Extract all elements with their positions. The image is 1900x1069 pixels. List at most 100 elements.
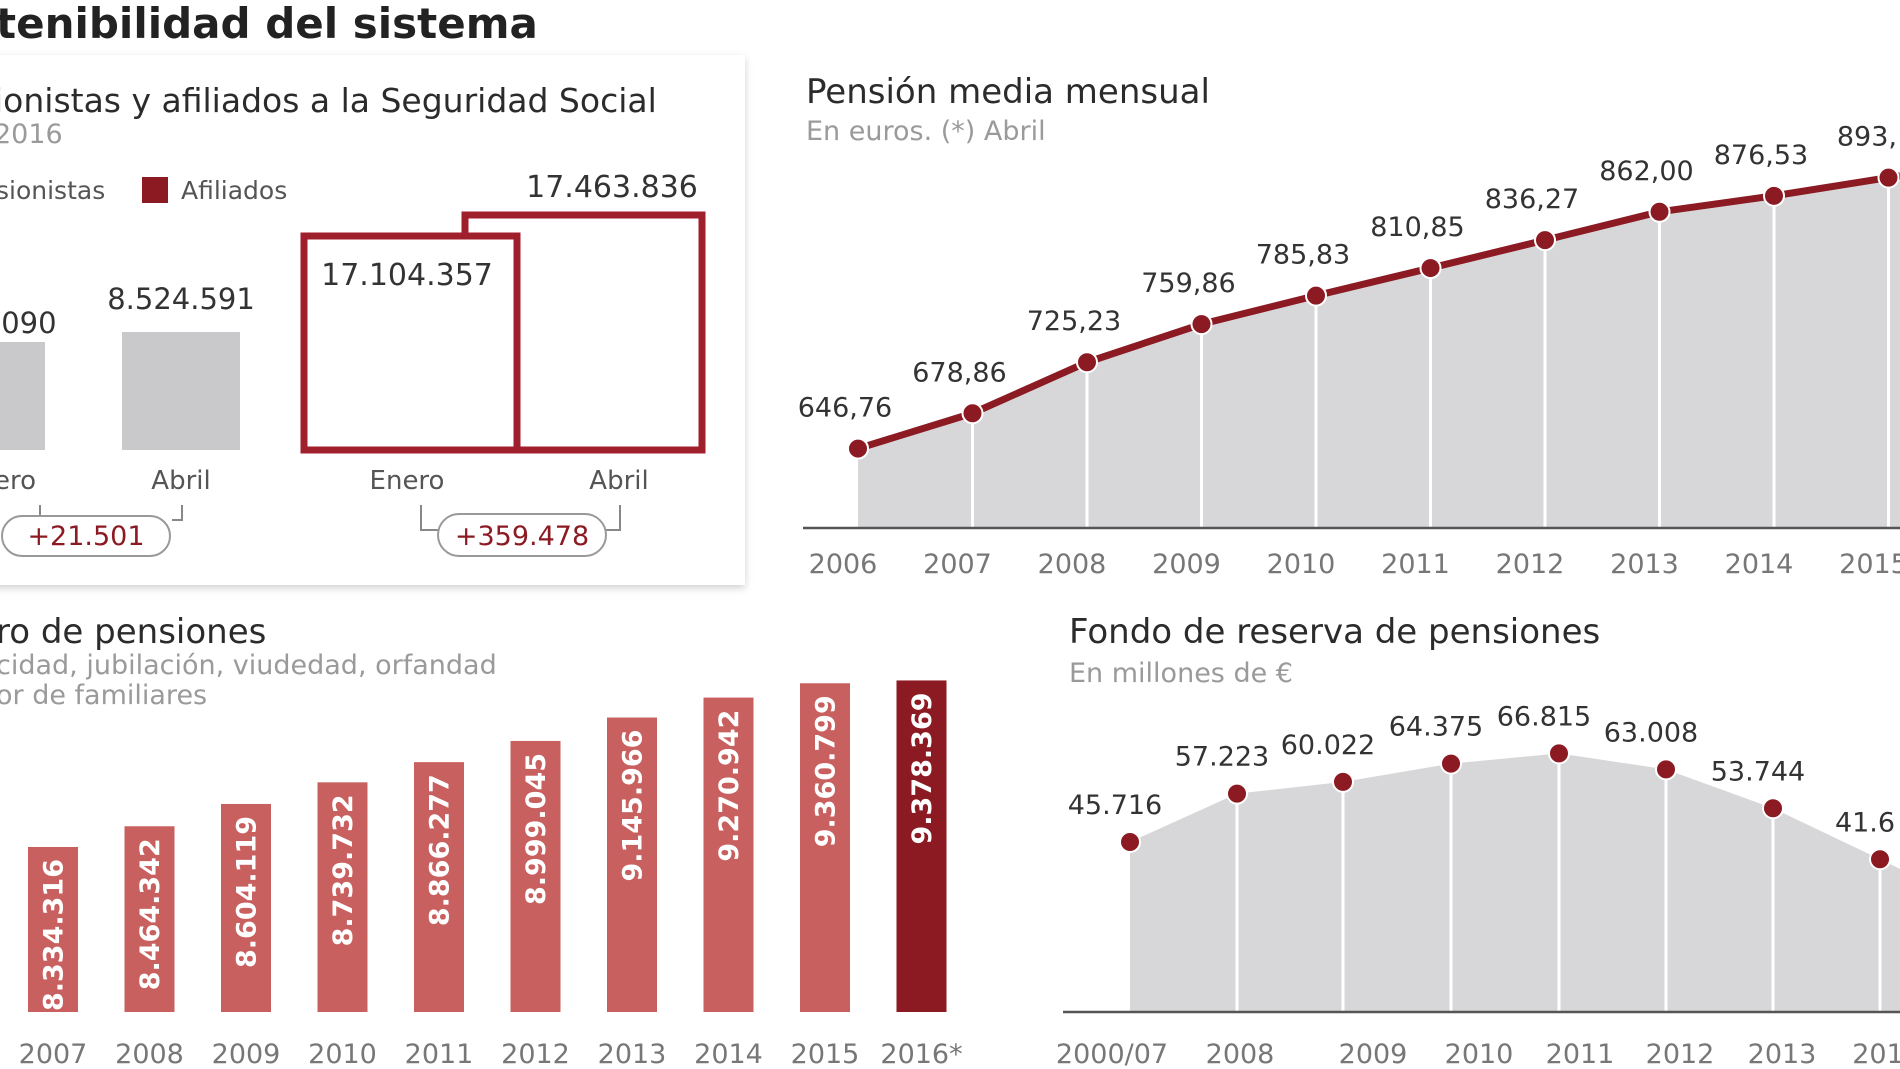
x-tick-label: 2010 bbox=[1267, 549, 1336, 580]
data-label: 810,85 bbox=[1370, 212, 1464, 243]
data-label: 57.223 bbox=[1175, 742, 1269, 773]
area-chart-fondo-reserva: 45.716 2000/07 57.223 2008 60.022 2009 64.375 2… bbox=[1056, 701, 1900, 1069]
x-tick-label: 2011 bbox=[1381, 549, 1450, 580]
bar-chart-numero-pensiones: 8.334.316 2007 8.464.342 2008 8.604.119 2009 8… bbox=[19, 680, 963, 1069]
bar-value-label: 9.360.799 bbox=[810, 695, 841, 847]
chart-title: Pensión media mensual bbox=[806, 72, 1210, 112]
x-tick-label: 2008 bbox=[115, 1039, 184, 1069]
data-point bbox=[1119, 830, 1141, 853]
bar bbox=[510, 740, 561, 1012]
x-tick-label: 2014 bbox=[694, 1039, 763, 1069]
bar bbox=[896, 680, 947, 1012]
legend-label-pensionistas: sionistas bbox=[0, 176, 105, 205]
data-label: 41.6 bbox=[1835, 807, 1895, 838]
x-tick-label: 2008 bbox=[1206, 1039, 1275, 1069]
axis-label-afiliados-enero: Enero bbox=[370, 466, 445, 496]
data-label: 66.815 bbox=[1497, 701, 1591, 732]
x-tick-label: 2012 bbox=[1496, 549, 1565, 580]
panel-fondo-reserva: Fondo de reserva de pensiones En millone… bbox=[1056, 612, 1900, 1069]
data-point bbox=[1419, 257, 1442, 280]
data-point bbox=[1762, 797, 1784, 820]
chart-title: ro de pensiones bbox=[0, 612, 266, 652]
panel-pension-media: Pensión media mensual En euros. (*) Abri… bbox=[798, 72, 1900, 580]
x-tick-label: 2010 bbox=[308, 1039, 377, 1069]
x-tick-label: 2014 bbox=[1725, 549, 1794, 580]
data-label: 785,83 bbox=[1256, 240, 1350, 271]
data-point bbox=[1332, 770, 1354, 793]
chart-subtitle-line-1: cidad, jubilación, viudedad, orfandad bbox=[0, 650, 497, 681]
area-fill bbox=[1130, 753, 1900, 1012]
data-point bbox=[847, 437, 869, 460]
diff-pill-afiliados bbox=[437, 513, 607, 557]
bar-value-label: 8.464.342 bbox=[135, 838, 166, 990]
x-tick-label: 2013 bbox=[1610, 549, 1679, 580]
value-label-pensionistas-enero: .090 bbox=[0, 306, 57, 340]
data-point bbox=[1877, 166, 1900, 189]
bar-value-label: 9.145.966 bbox=[617, 730, 648, 882]
x-tick-label: 2013 bbox=[1748, 1039, 1817, 1069]
data-label: 53.744 bbox=[1711, 756, 1805, 787]
data-point bbox=[1305, 284, 1327, 307]
x-tick-label: 2010 bbox=[1445, 1039, 1514, 1069]
diff-label-pensionistas: +21.501 bbox=[27, 521, 144, 552]
x-tick-label: 2000/07 bbox=[1056, 1039, 1168, 1069]
box-afiliados-enero bbox=[300, 232, 521, 454]
data-label: 64.375 bbox=[1389, 712, 1483, 743]
data-point bbox=[1534, 229, 1556, 252]
bar-value-label: 9.378.369 bbox=[907, 692, 938, 844]
axis-label-pensionistas-abril: Abril bbox=[151, 466, 210, 496]
data-point bbox=[1076, 351, 1098, 374]
diff-label-afiliados: +359.478 bbox=[455, 521, 589, 552]
bar-value-label: 9.270.942 bbox=[714, 710, 745, 862]
legend-label-afiliados: Afiliados bbox=[181, 176, 287, 205]
data-point bbox=[1548, 742, 1570, 765]
x-tick-label: 2009 bbox=[1339, 1039, 1408, 1069]
diff-pill-pensionistas bbox=[1, 515, 171, 557]
data-point bbox=[1763, 184, 1785, 207]
chart-title: ionistas y afiliados a la Seguridad Soci… bbox=[0, 81, 657, 120]
bar bbox=[414, 762, 464, 1012]
bar bbox=[317, 782, 368, 1012]
data-label: 60.022 bbox=[1281, 730, 1375, 761]
bar-value-label: 8.866.277 bbox=[424, 774, 455, 926]
value-label-pensionistas-abril: 8.524.591 bbox=[107, 282, 255, 316]
data-label: 862,00 bbox=[1599, 156, 1693, 187]
x-tick-label: 2015 bbox=[791, 1039, 860, 1069]
bracket-afiliados bbox=[420, 505, 621, 531]
value-label-afiliados-abril: 17.463.836 bbox=[526, 170, 698, 205]
data-label: 678,86 bbox=[912, 357, 1006, 388]
chart-subtitle: 2016 bbox=[0, 119, 63, 150]
bar bbox=[124, 826, 175, 1012]
x-tick-label: 2012 bbox=[501, 1039, 570, 1069]
data-point bbox=[1226, 782, 1248, 805]
bar-value-label: 8.604.119 bbox=[231, 816, 262, 968]
bar bbox=[800, 683, 850, 1012]
chart-subtitle-line-2: or de familiares bbox=[0, 680, 207, 711]
axis-label-afiliados-abril: Abril bbox=[589, 466, 648, 496]
chart-subtitle: En millones de € bbox=[1069, 658, 1293, 689]
data-point bbox=[1655, 758, 1677, 781]
bar-pensionistas-abril bbox=[122, 332, 240, 450]
bar-value-label: 8.739.732 bbox=[328, 794, 359, 946]
area-chart-pension-media: 646,76 2006 678,86 2007 725,23 2008 759,86 2009… bbox=[798, 122, 1900, 580]
x-tick-label: 2009 bbox=[212, 1039, 281, 1069]
bar bbox=[703, 697, 754, 1012]
bar-pensionistas-enero bbox=[0, 342, 45, 450]
data-point bbox=[1869, 848, 1891, 871]
panel-numero-pensiones: ro de pensiones cidad, jubilación, viude… bbox=[0, 612, 963, 1069]
x-tick-label: 2007 bbox=[923, 549, 992, 580]
data-point bbox=[1190, 313, 1213, 336]
data-label: 45.716 bbox=[1068, 790, 1162, 821]
bar-value-label: 8.999.045 bbox=[521, 753, 552, 905]
chart-subtitle: En euros. (*) Abril bbox=[806, 116, 1046, 147]
data-point bbox=[961, 402, 984, 425]
bar bbox=[607, 717, 657, 1012]
panel-pensionistas-afiliados: ionistas y afiliados a la Seguridad Soci… bbox=[0, 55, 745, 585]
value-label-afiliados-enero: 17.104.357 bbox=[321, 258, 493, 293]
x-tick-label: 2006 bbox=[809, 549, 878, 580]
x-tick-label: 201 bbox=[1852, 1039, 1900, 1069]
x-tick-label: 2011 bbox=[1546, 1039, 1615, 1069]
bar bbox=[221, 803, 271, 1012]
x-tick-label: 2015 bbox=[1839, 549, 1900, 580]
